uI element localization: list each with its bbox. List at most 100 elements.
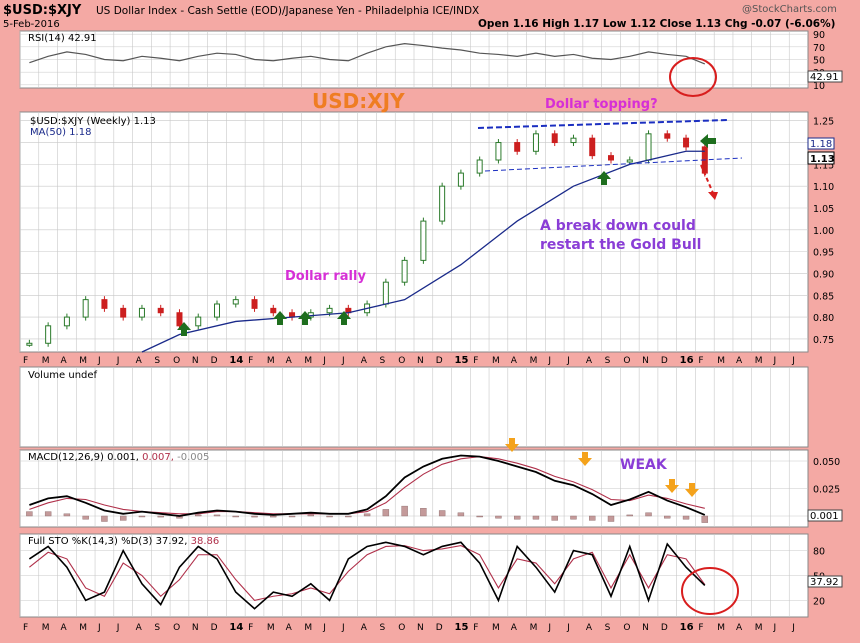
macd-histogram-bar (44, 511, 52, 517)
x-axis-label: J (772, 623, 776, 633)
macd-value: 0.001 (810, 511, 839, 522)
x-axis-label: A (136, 356, 143, 366)
x-axis-label: J (791, 623, 795, 633)
x-axis-label: J (341, 623, 345, 633)
price-y-tick: 0.75 (813, 335, 834, 346)
x-axis-label: M (717, 356, 725, 366)
annotation-weak: WEAK (620, 457, 668, 473)
price-candle (683, 137, 690, 148)
x-axis-label: D (661, 356, 668, 366)
sto-circle-icon (681, 567, 739, 615)
green-up-arrow-icon (298, 311, 312, 325)
x-axis-label: S (379, 356, 385, 366)
rsi-label: RSI(14) 42.91 (28, 33, 97, 44)
x-axis-label: A (586, 356, 593, 366)
macd-histogram-bar (664, 515, 671, 519)
green-up-arrow-icon (337, 311, 351, 325)
x-axis-label: M (755, 356, 763, 366)
price-y-tick: 1.00 (813, 226, 834, 237)
macd-histogram-bar (270, 515, 277, 518)
macd-histogram-bar (607, 515, 615, 522)
macd-histogram-bar (326, 515, 333, 518)
x-axis-label: J (547, 356, 551, 366)
price-y-tick: 1.05 (813, 204, 834, 215)
sto-value: 37.92 (810, 577, 839, 588)
price-y-tick: 0.85 (813, 291, 834, 302)
macd-histogram-bar (213, 514, 221, 517)
x-axis-label: O (623, 356, 630, 366)
price-candle (401, 259, 408, 283)
macd-histogram-bar (438, 510, 446, 517)
x-axis-label: M (304, 623, 312, 633)
annotation-breakdown-1: A break down could (540, 218, 696, 234)
price-y-tick: 1.10 (813, 182, 834, 193)
annotation-breakdown-2: restart the Gold Bull (540, 237, 701, 253)
annotation-dollar-topping: Dollar topping? (545, 97, 658, 112)
x-axis-label: A (286, 356, 293, 366)
breakdown-arrow-line (700, 164, 714, 194)
sto-k-line (28, 541, 706, 610)
price-candle (645, 133, 652, 161)
x-axis-label: O (398, 623, 405, 633)
x-axis-label: O (173, 356, 180, 366)
rsi-line (29, 43, 706, 65)
macd-histogram-bar (570, 515, 577, 520)
macd-histogram-bar (119, 515, 127, 521)
x-axis-label: A (736, 623, 743, 633)
breakdown-arrow-icon (708, 192, 718, 200)
price-y-tick: 0.90 (813, 269, 834, 280)
x-axis-label: F (473, 623, 478, 633)
price-candle (157, 307, 164, 314)
orange-down-arrow-icon (685, 483, 699, 497)
price-candle (589, 137, 596, 157)
x-axis-label: F (23, 623, 28, 633)
x-axis-label: D (436, 356, 443, 366)
macd-histogram-bar (420, 508, 427, 517)
price-candle (608, 155, 614, 161)
x-axis-label: N (192, 356, 199, 366)
macd-histogram-bar (101, 515, 108, 522)
macd-histogram-bar (532, 515, 540, 520)
rsi-circle-icon (669, 57, 717, 97)
sto-d-line (29, 545, 706, 602)
macd-histogram-bar (589, 515, 596, 521)
macd-value-box (807, 509, 843, 522)
x-axis-label: S (605, 356, 611, 366)
x-axis-label: O (398, 356, 405, 366)
channel-top-line (477, 119, 728, 129)
x-axis-label: J (97, 356, 101, 366)
price-candle (138, 307, 145, 318)
orange-down-arrow-icon (505, 438, 519, 452)
price-y-tick: 0.95 (813, 248, 834, 259)
macd-histogram-bar (701, 515, 709, 523)
rsi-y-tick: 90 (813, 30, 825, 41)
ma-value-box (807, 137, 835, 150)
x-axis-label: M (492, 623, 500, 633)
macd-y-tick: 0.050 (813, 457, 840, 468)
x-axis-label: J (322, 623, 326, 633)
macd-histogram-bar (195, 514, 202, 517)
x-axis-label: M (530, 356, 538, 366)
x-axis-label: A (61, 623, 68, 633)
x-axis-label: J (116, 623, 120, 633)
x-axis-label: A (511, 623, 518, 633)
x-axis-label: A (736, 356, 743, 366)
x-axis-label: F (23, 356, 28, 366)
x-axis-label: 16 (680, 622, 694, 633)
orange-down-arrow-icon (665, 479, 679, 493)
x-axis-label: D (661, 623, 668, 633)
macd-histogram-bar (345, 515, 352, 518)
brand-logo: @StockCharts.com (742, 4, 837, 15)
x-axis-label: A (361, 356, 368, 366)
price-candle (120, 307, 127, 318)
x-axis-label: F (248, 623, 253, 633)
price-candle (476, 159, 483, 174)
macd-y-tick: 0.025 (813, 485, 840, 496)
x-axis-label: O (173, 623, 180, 633)
price-candle (382, 281, 389, 305)
rsi-y-tick: 70 (813, 43, 825, 54)
price-candle (101, 299, 108, 309)
x-axis-label: 14 (229, 622, 243, 633)
x-axis-label: F (248, 356, 253, 366)
